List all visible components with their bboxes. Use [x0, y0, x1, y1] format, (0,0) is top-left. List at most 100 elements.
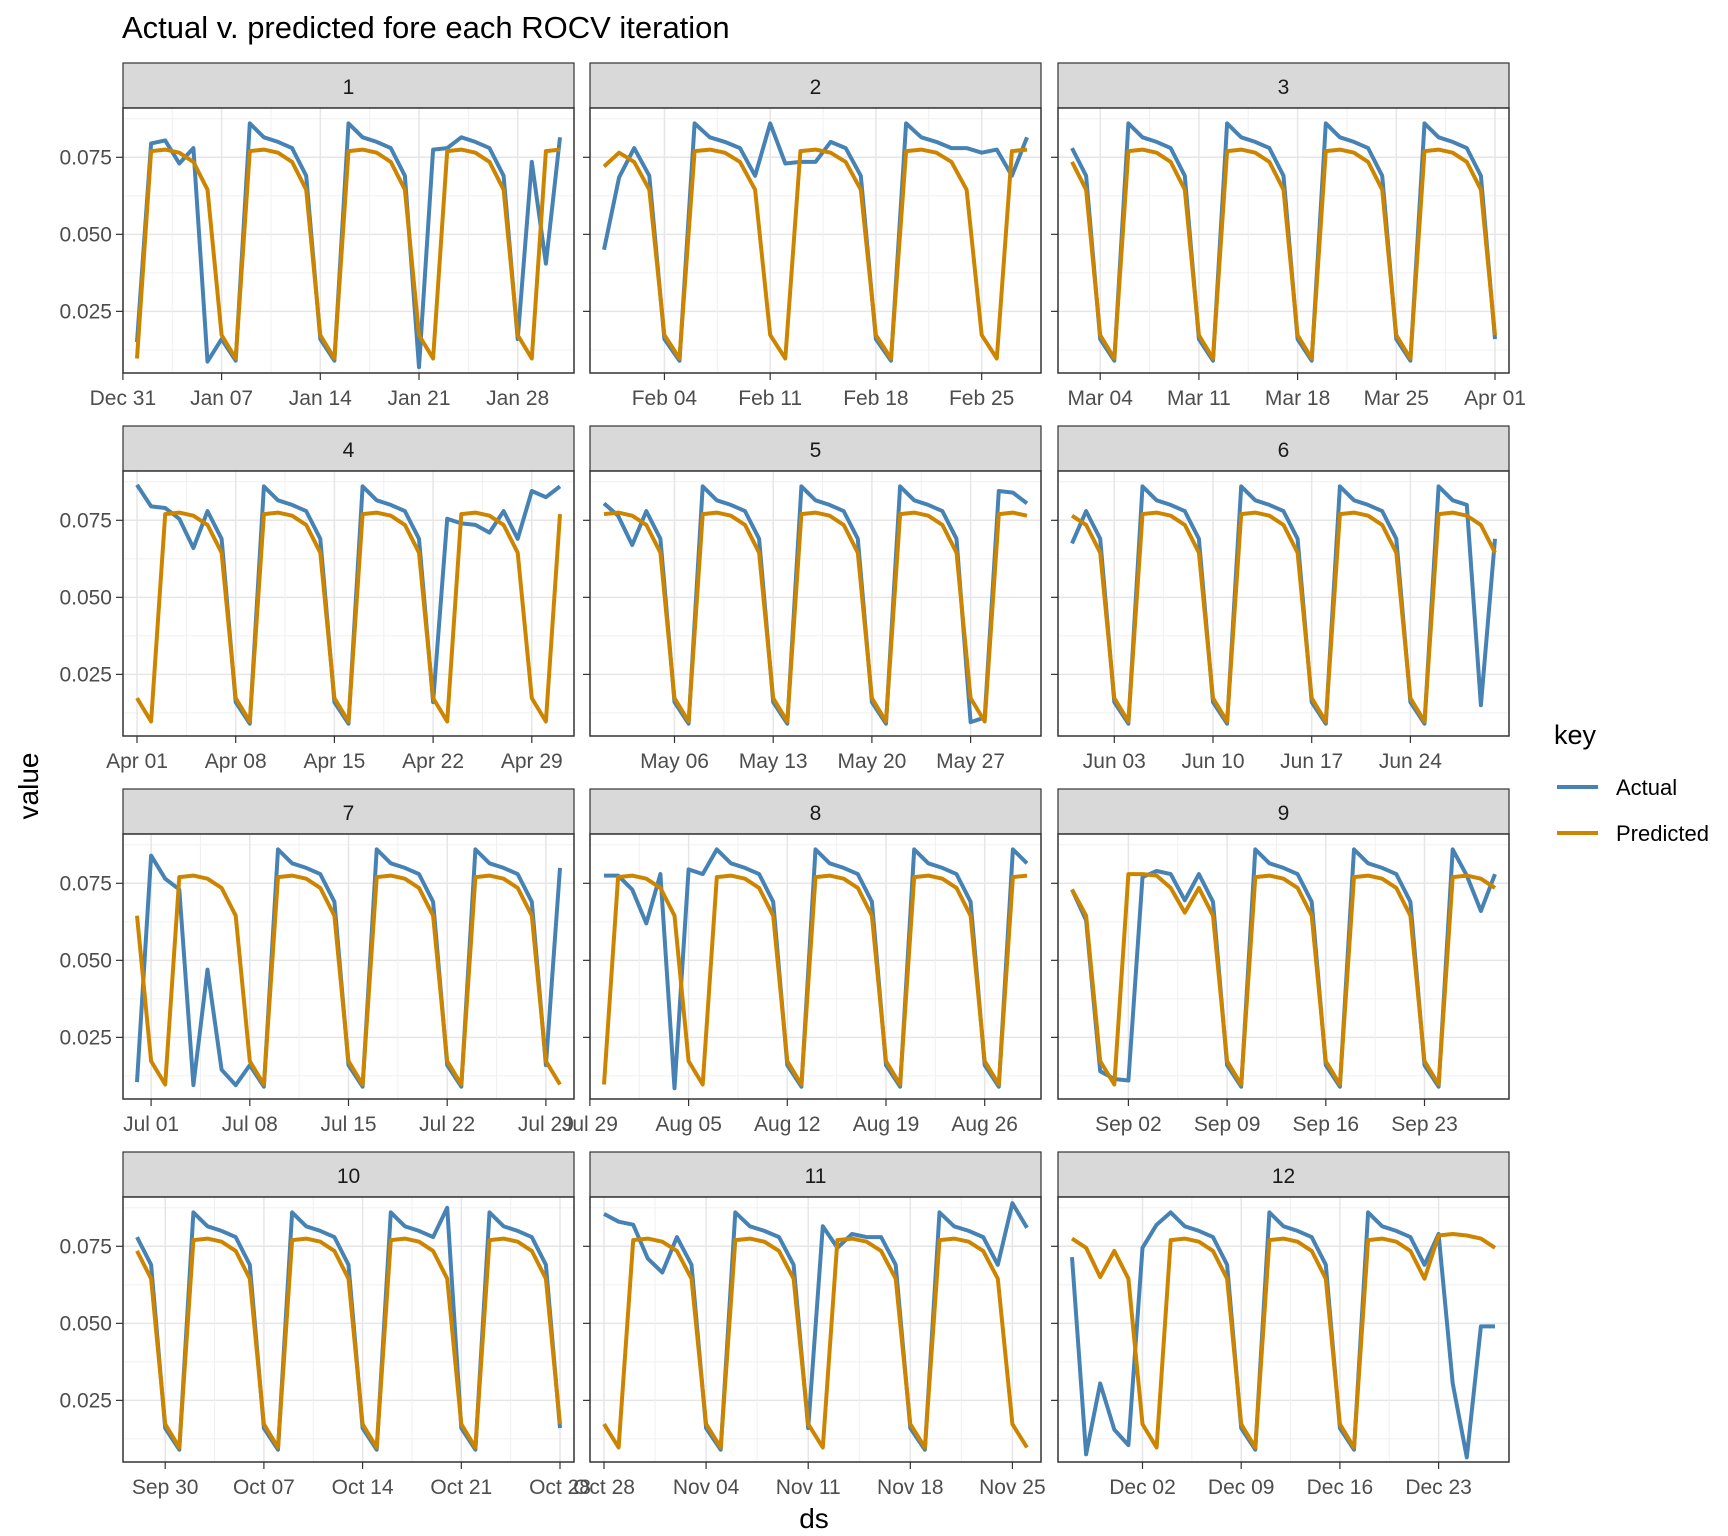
x-tick-label: Dec 02 [1109, 1476, 1176, 1499]
series-line-predicted [602, 873, 1028, 1087]
x-tick-label: Feb 25 [949, 387, 1014, 410]
series-line-actual [135, 1205, 562, 1452]
x-tick-label: May 06 [640, 750, 709, 773]
x-tick-label: Oct 21 [430, 1476, 492, 1499]
x-tick-label: Mar 25 [1364, 387, 1429, 410]
panel-border [1057, 833, 1510, 1100]
y-tick-label: 0.050 [59, 586, 112, 609]
series-line-predicted [602, 147, 1028, 361]
panel-border [1057, 1196, 1510, 1463]
facet-strip [122, 62, 575, 109]
panel-border [589, 470, 1042, 737]
x-tick-label: Jul 29 [518, 1113, 574, 1136]
x-tick-label: Jul 22 [419, 1113, 475, 1136]
facet-strip [589, 788, 1042, 835]
series-line-actual [1070, 121, 1497, 363]
chart-title: Actual v. predicted fore each ROCV itera… [122, 10, 730, 45]
x-tick-label: Jul 29 [562, 1113, 618, 1136]
y-tick-label: 0.050 [59, 949, 112, 972]
x-tick-label: Dec 23 [1405, 1476, 1472, 1499]
y-tick-label: 0.025 [59, 1389, 112, 1412]
facet-strip [1057, 788, 1510, 835]
x-tick-label: Aug 05 [655, 1113, 722, 1136]
x-tick-label: Sep 02 [1095, 1113, 1162, 1136]
facet-panels: 1 Dec 31 Jan 07 Jan 14 Jan 21 Jan 28 0.025 0.05… [59, 62, 1526, 1499]
x-tick-label: Jul 01 [123, 1113, 179, 1136]
x-tick-label: Jan 07 [190, 387, 253, 410]
facet-panel: 8 Jul 29 Aug 05 Aug 12 Aug 19 Aug 26 [562, 788, 1042, 1136]
x-tick-label: Oct 07 [233, 1476, 295, 1499]
panel-border [122, 1196, 575, 1463]
x-tick-label: Oct 28 [573, 1476, 635, 1499]
x-tick-label: Feb 04 [632, 387, 698, 410]
x-tick-label: Jul 15 [320, 1113, 376, 1136]
series-line-predicted [135, 1236, 562, 1450]
facet-panel: 6 Jun 03 Jun 10 Jun 17 Jun 24 [1051, 425, 1510, 773]
facet-panel: 11 Oct 28 Nov 04 Nov 11 Nov 18 Nov 25 [573, 1151, 1046, 1499]
facet-strip [122, 788, 575, 835]
facet-strip [122, 1151, 575, 1198]
x-tick-label: Jan 28 [486, 387, 549, 410]
x-tick-label: Aug 19 [853, 1113, 920, 1136]
facet-strip-label: 8 [810, 802, 822, 825]
facet-panel: 9 Sep 02 Sep 09 Sep 16 Sep 23 [1051, 788, 1510, 1136]
series-line-actual [602, 484, 1029, 726]
legend-label-actual: Actual [1616, 775, 1677, 800]
facet-strip [1057, 62, 1510, 109]
facet-panel: 7 Jul 01 Jul 08 Jul 15 Jul 22 Jul 29 0.025 0.05… [59, 788, 575, 1136]
series-line-predicted [1070, 1232, 1497, 1450]
x-tick-label: Feb 18 [843, 387, 908, 410]
x-tick-label: Jun 10 [1181, 750, 1244, 773]
y-tick-label: 0.050 [59, 1312, 112, 1335]
y-tick-label: 0.075 [59, 146, 112, 169]
facet-strip-label: 9 [1278, 802, 1290, 825]
series-line-predicted [603, 510, 1028, 724]
x-tick-label: Oct 14 [332, 1476, 394, 1499]
x-tick-label: Oct 28 [529, 1476, 591, 1499]
x-tick-label: Dec 16 [1307, 1476, 1374, 1499]
x-tick-label: Mar 11 [1167, 387, 1231, 410]
x-tick-label: Jun 17 [1280, 750, 1343, 773]
x-tick-label: Mar 18 [1265, 387, 1330, 410]
series-line-predicted [602, 1236, 1029, 1450]
x-tick-label: Nov 25 [979, 1476, 1046, 1499]
facet-strip [589, 425, 1042, 472]
y-tick-label: 0.025 [59, 300, 112, 323]
series-line-actual [1070, 1210, 1495, 1460]
facet-strip-label: 2 [810, 76, 822, 99]
y-tick-label: 0.025 [59, 1026, 112, 1049]
x-tick-label: Jul 08 [222, 1113, 278, 1136]
legend-label-predicted: Predicted [1616, 821, 1709, 846]
facet-strip-label: 1 [343, 76, 355, 99]
x-tick-label: Jan 21 [387, 387, 450, 410]
facet-strip [1057, 425, 1510, 472]
facet-strip [589, 1151, 1042, 1198]
panel-border [122, 470, 575, 737]
facet-strip-label: 5 [810, 439, 822, 462]
facet-panel: 3 Mar 04 Mar 11 Mar 18 Mar 25 Apr 01 [1051, 62, 1526, 410]
series-line-actual [603, 1201, 1029, 1452]
legend-title: key [1554, 720, 1597, 750]
facet-panel: 5 May 06 May 13 May 20 May 27 [583, 425, 1042, 773]
x-tick-label: Mar 04 [1068, 387, 1134, 410]
x-tick-label: Apr 01 [106, 750, 168, 773]
y-tick-label: 0.025 [59, 663, 112, 686]
series-line-actual [135, 847, 562, 1089]
x-tick-label: Aug 12 [754, 1113, 821, 1136]
x-tick-label: Sep 30 [132, 1476, 199, 1499]
series-line-actual [1070, 484, 1497, 726]
panel-border [122, 107, 575, 374]
series-line-actual [135, 483, 562, 726]
facet-strip [122, 425, 575, 472]
y-tick-label: 0.050 [59, 223, 112, 246]
facet-panel: 4 Apr 01 Apr 08 Apr 15 Apr 22 Apr 29 0.025 0.05… [59, 425, 575, 773]
y-tick-label: 0.075 [59, 872, 112, 895]
facet-strip-label: 12 [1272, 1165, 1295, 1188]
series-line-actual [135, 121, 562, 370]
x-tick-label: Jan 14 [289, 387, 352, 410]
facet-strip [1057, 1151, 1510, 1198]
facet-strip-label: 3 [1278, 76, 1290, 99]
series-line-predicted [1070, 510, 1497, 724]
x-axis-label: ds [799, 1503, 829, 1534]
